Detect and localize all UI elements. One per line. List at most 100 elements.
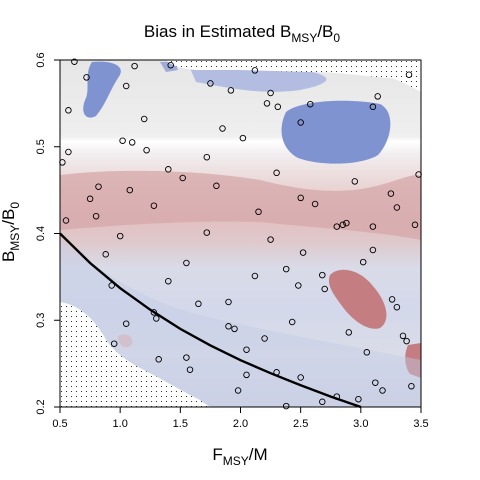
data-point [83, 74, 90, 81]
y-axis-label: BMSY/B0 [0, 202, 22, 262]
data-point [213, 182, 220, 190]
data-point [203, 229, 211, 236]
data-point [343, 219, 350, 227]
data-point [282, 402, 290, 410]
data-point [179, 174, 186, 182]
data-point [359, 258, 367, 266]
data-point [95, 183, 102, 190]
data-point [183, 259, 190, 267]
data-point [71, 58, 78, 65]
data-point [195, 300, 202, 308]
title-main: Bias in Estimated B [144, 22, 291, 41]
data-point [297, 194, 304, 202]
x-tick-label: 2.5 [293, 418, 308, 430]
x-tick-label: 0.5 [52, 418, 67, 430]
data-point [393, 204, 401, 211]
data-point [128, 139, 136, 146]
data-point [116, 232, 124, 240]
data-point [297, 119, 304, 126]
x-label-main: F [212, 445, 222, 464]
data-point [207, 80, 214, 87]
data-point [62, 217, 70, 224]
data-point [379, 387, 386, 394]
negative-bias-region [83, 61, 121, 118]
data-point [108, 282, 115, 289]
x-label-subscript: MSY [223, 454, 249, 468]
data-points [59, 58, 422, 410]
data-point [65, 107, 72, 114]
data-point [399, 332, 407, 340]
data-point [219, 125, 226, 132]
data-point [369, 103, 377, 111]
data-point [126, 186, 134, 194]
heatmap-area [60, 60, 421, 407]
data-point [251, 67, 259, 74]
data-point [333, 223, 341, 230]
y-label-main: B [0, 251, 18, 262]
data-point [333, 393, 341, 400]
data-point [288, 318, 296, 326]
x-tick-label: 2.0 [233, 418, 248, 430]
data-point [110, 340, 118, 347]
y-tick-label: 0.4 [35, 226, 47, 241]
data-point [186, 366, 194, 373]
data-point [239, 134, 247, 142]
x-axis: 0.5 1.0 1.5 2.0 2.5 3.0 3.5 [52, 406, 429, 430]
data-point [267, 236, 274, 243]
data-point [251, 272, 259, 280]
data-point [297, 374, 304, 381]
data-point [374, 93, 381, 100]
data-point [131, 62, 138, 70]
reference-curve [59, 232, 362, 409]
x-tick-label: 1.5 [173, 418, 188, 430]
data-point [86, 195, 94, 203]
data-point [153, 315, 160, 322]
data-point [411, 221, 419, 229]
data-point [363, 349, 371, 356]
data-point [150, 202, 158, 209]
data-point [339, 221, 347, 229]
data-point [92, 212, 100, 220]
data-point [311, 200, 319, 208]
data-point [282, 265, 290, 273]
x-tick-label: 1.0 [113, 418, 128, 430]
data-point [203, 153, 211, 161]
data-point [408, 382, 415, 390]
data-point [319, 271, 326, 279]
positive-bias-region [118, 334, 133, 348]
y-tick-label: 0.6 [35, 52, 47, 67]
data-point [273, 369, 280, 376]
data-point [140, 115, 148, 123]
y-label-subscript: MSY [8, 225, 22, 251]
data-point [165, 277, 172, 285]
data-point [225, 323, 232, 330]
y-axis: 0.2 0.3 0.4 0.5 0.6 [35, 52, 61, 415]
data-point [243, 371, 250, 379]
data-point [369, 246, 377, 254]
data-point [243, 346, 250, 353]
infeasible-region [60, 302, 210, 407]
negative-bias-region [190, 65, 327, 92]
data-point [403, 337, 410, 345]
data-point [102, 251, 109, 258]
data-point [372, 379, 379, 386]
negative-bias-band [60, 240, 421, 407]
data-point [307, 100, 314, 108]
data-point [165, 166, 172, 173]
data-point [355, 395, 362, 403]
bmsy-curve-line [59, 232, 362, 409]
data-point [122, 320, 130, 327]
data-point [319, 398, 326, 406]
negative-bias-region [281, 100, 391, 164]
data-point [415, 171, 422, 178]
y-label-slash: /B [0, 209, 18, 225]
x-tick-label: 3.0 [353, 418, 368, 430]
positive-bias-region [405, 343, 421, 378]
data-point [295, 282, 302, 289]
data-point [274, 103, 282, 111]
data-point [267, 89, 274, 97]
x-label-tail: /M [249, 445, 268, 464]
data-point [65, 148, 72, 156]
infeasible-region [165, 60, 421, 92]
